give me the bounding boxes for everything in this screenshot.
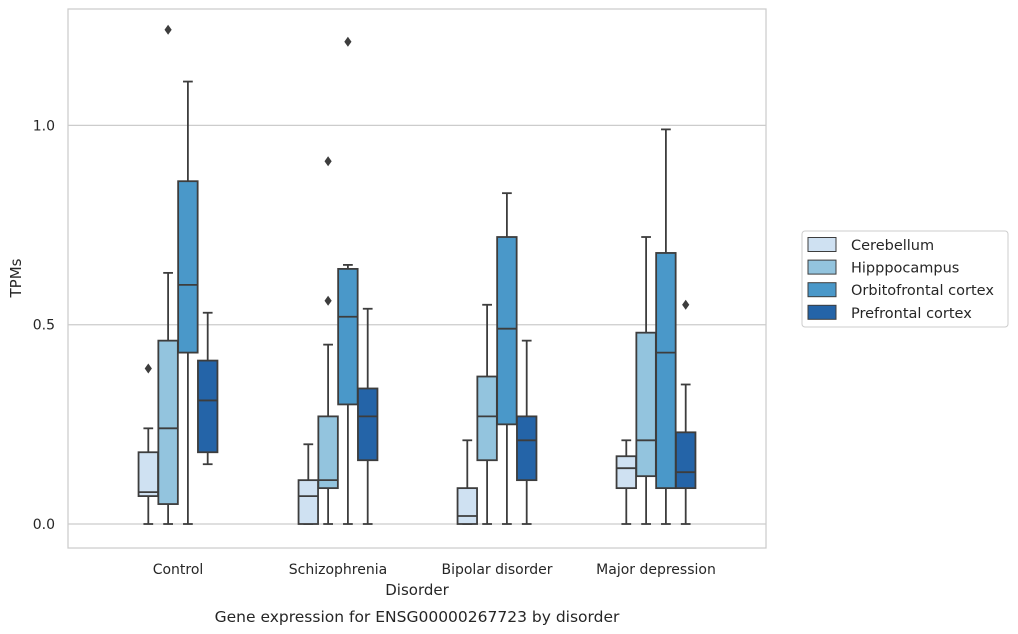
outlier-point — [144, 363, 152, 374]
legend: Cerebellum Hipppocampus Orbitofrontal cort… — [801, 230, 1009, 328]
outlier-point — [344, 36, 352, 47]
chart-caption: Gene expression for ENSG00000267723 by d… — [215, 608, 620, 626]
x-tick-label: Schizophrenia — [289, 562, 387, 578]
box-3-1 — [357, 307, 379, 525]
iqr-box — [615, 455, 637, 490]
box-0-2 — [456, 439, 478, 525]
iqr-box — [516, 415, 538, 482]
y-tick-labels: 0.00.51.01.52.02.5 — [33, 118, 55, 533]
box-0-0 — [137, 363, 159, 525]
iqr-box — [476, 375, 498, 462]
box-0-1 — [297, 443, 319, 525]
legend-label: Hipppocampus — [851, 261, 959, 277]
iqr-box — [177, 180, 199, 354]
x-tick-labels: Control Schizophrenia Bipolar disorder Majo… — [153, 562, 716, 578]
outlier-point — [682, 299, 690, 310]
box-2-3 — [655, 128, 677, 525]
box-1-0 — [157, 24, 179, 525]
box-0-3 — [615, 439, 637, 525]
iqr-box — [137, 451, 159, 497]
x-axis-label: Disorder — [385, 581, 449, 599]
legend-swatch — [807, 304, 837, 320]
y-tick-label: 0.5 — [33, 318, 55, 334]
iqr-box — [337, 267, 359, 406]
iqr-box — [157, 339, 179, 505]
box-1-1 — [317, 156, 339, 525]
outlier-point — [164, 24, 172, 35]
iqr-box — [635, 331, 657, 478]
box-2-1 — [337, 36, 359, 525]
plot-frame — [67, 8, 767, 549]
legend-swatch — [807, 259, 837, 275]
iqr-box — [496, 236, 518, 426]
x-tick-label: Major depression — [596, 562, 716, 578]
box-3-2 — [516, 339, 538, 525]
iqr-box — [655, 252, 677, 490]
box-groups — [137, 24, 697, 525]
x-tick-label: Bipolar disorder — [441, 562, 552, 578]
legend-label: Prefrontal cortex — [851, 306, 972, 322]
legend-frame — [801, 230, 1009, 328]
iqr-box — [456, 487, 478, 525]
legend-swatch — [807, 282, 837, 298]
legend-swatch — [807, 237, 837, 252]
outlier-point — [324, 295, 332, 306]
box-3-3 — [675, 299, 697, 525]
iqr-box — [197, 359, 219, 454]
iqr-box — [675, 431, 697, 490]
y-axis-label: TPMs — [7, 258, 25, 298]
iqr-box — [357, 387, 379, 462]
outlier-point — [324, 156, 332, 167]
y-tick-label: 1.0 — [33, 118, 55, 134]
x-tick-label: Control — [153, 562, 204, 578]
box-2-0 — [177, 80, 199, 525]
y-tick-label: 0.0 — [33, 517, 55, 533]
box-1-2 — [476, 303, 498, 525]
legend-label: Cerebellum — [851, 238, 934, 254]
box-2-2 — [496, 192, 518, 525]
iqr-box — [317, 415, 339, 490]
legend-label: Orbitofrontal cortex — [851, 283, 994, 299]
box-3-0 — [197, 311, 219, 466]
iqr-box — [297, 479, 319, 525]
